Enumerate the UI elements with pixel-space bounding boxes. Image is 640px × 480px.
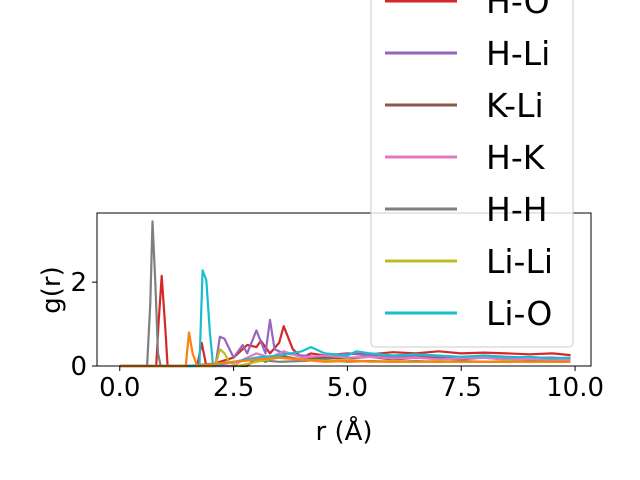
plot-lines [119,220,571,368]
legend-label: H-K [486,138,546,177]
legend-label: Li-O [486,294,552,333]
legend-label: H-O [486,0,550,21]
y-tick-label: 2 [70,268,87,298]
x-axis-title: r (Å) [315,415,372,447]
y-axis-title: g(r) [37,266,67,313]
y-axis: 02 [70,268,97,382]
x-tick-label: 0.0 [99,373,140,403]
legend-label: Li-Li [486,242,553,281]
plot-frame [96,212,592,367]
series-line-h-k [119,350,571,368]
x-tick-label: 2.5 [213,373,254,403]
legend-label: H-Li [486,34,550,73]
legend-label: H-H [486,190,548,229]
legend-label: K-Li [486,86,544,125]
y-tick-label: 0 [70,352,87,382]
x-tick-label: 7.5 [441,373,482,403]
x-tick-label: 5.0 [327,373,368,403]
legend: H-O H-Li K-Li H-K H-H Li-Li Li-O [370,0,574,348]
series-line-orange [119,331,571,368]
series-line-li-o [119,269,571,368]
x-axis: 0.0 2.5 5.0 7.5 10.0 [99,366,604,403]
x-tick-label: 10.0 [546,373,604,403]
